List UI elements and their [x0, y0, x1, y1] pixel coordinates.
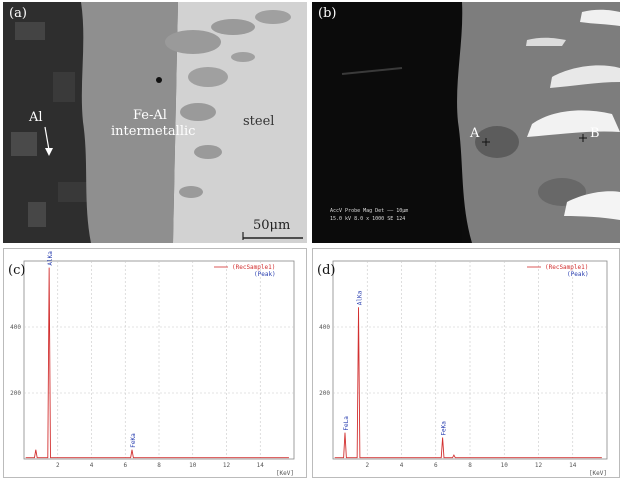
spectrum-line	[25, 267, 289, 459]
eds-spectrum-c: 2468101214200400[Counts][KeV](RecSample1…	[3, 248, 307, 478]
al-label: Al	[29, 110, 43, 125]
point-a-label: A	[470, 126, 480, 141]
x-tick-label: 12	[535, 462, 543, 469]
x-tick-label: 10	[501, 462, 509, 469]
x-tick-label: 12	[223, 462, 231, 469]
peak-label: AlKa	[47, 251, 54, 266]
legend-entry-sample: (RecSample1)	[232, 264, 275, 271]
panel-label-a: (a)	[9, 6, 27, 21]
sem-image-b-graphic	[312, 2, 620, 243]
intermetallic-label-line2: intermetallic	[111, 124, 196, 139]
x-tick-label: 14	[569, 462, 577, 469]
panel-label-b: (b)	[318, 6, 337, 21]
x-tick-label: 8	[468, 462, 472, 469]
x-tick-label: 4	[90, 462, 94, 469]
x-axis-unit: [KeV]	[276, 470, 294, 477]
panel-label-c: (c)	[8, 263, 26, 278]
peak-label: FeKa	[441, 421, 448, 436]
y-tick-label: 400	[319, 324, 330, 331]
x-tick-label: 2	[56, 462, 60, 469]
peak-label: FeKa	[130, 433, 137, 448]
eds-chart-d: 2468101214200400[Counts][KeV](RecSample1…	[319, 260, 608, 477]
legend-entry-sample: (RecSample1)	[545, 264, 588, 271]
sem-meta-header: AccV Probe Mag Det —— 10μm	[330, 208, 409, 214]
eds-chart-c: 2468101214200400[Counts][KeV](RecSample1…	[10, 251, 295, 477]
point-b-label: B	[590, 126, 600, 141]
x-tick-label: 6	[434, 462, 438, 469]
peak-label: AlKa	[357, 290, 364, 305]
x-tick-label: 4	[400, 462, 404, 469]
x-tick-label: 10	[189, 462, 197, 469]
eds-spectrum-d: 2468101214200400[Counts][KeV](RecSample1…	[312, 248, 620, 478]
y-tick-label: 200	[10, 390, 21, 397]
panel-label-d: (d)	[317, 263, 336, 278]
x-axis-unit: [KeV]	[589, 470, 607, 477]
y-tick-label: 200	[319, 390, 330, 397]
sem-image-a: (a) Al Fe-Al intermetallic steel 50μm	[3, 2, 307, 243]
x-tick-label: 14	[257, 462, 265, 469]
scale-bar-label: 50μm	[253, 218, 291, 233]
x-tick-label: 8	[157, 462, 161, 469]
x-tick-label: 6	[123, 462, 127, 469]
spectrum-line	[334, 307, 602, 459]
legend-entry-peak: (Peak)	[567, 271, 589, 278]
steel-label: steel	[243, 114, 275, 129]
intermetallic-label-line1: Fe-Al	[133, 108, 167, 123]
sem-meta-values: 15.0 kV 8.0 x 1000 SE 124	[330, 216, 406, 222]
peak-label: FeLa	[343, 416, 350, 431]
y-tick-label: 400	[10, 324, 21, 331]
sem-image-b: (b) A B AccV Probe Mag Det —— 10μm 15.0 …	[312, 2, 620, 243]
legend-entry-peak: (Peak)	[254, 271, 276, 278]
sem-image-a-graphic	[3, 2, 307, 243]
x-tick-label: 2	[365, 462, 369, 469]
